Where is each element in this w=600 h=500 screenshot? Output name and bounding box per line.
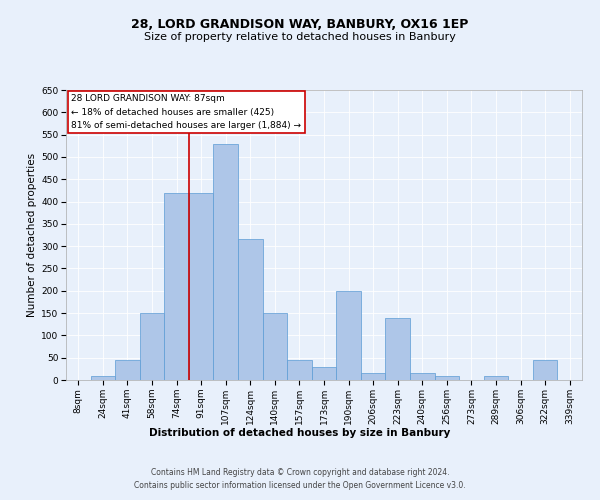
Bar (140, 313, 164, 380)
Bar (361, 374, 385, 380)
Text: Distribution of detached houses by size in Banbury: Distribution of detached houses by size … (149, 428, 451, 438)
Bar (385, 318, 410, 380)
Bar (115, 360, 140, 380)
Bar (287, 360, 312, 380)
Bar (189, 192, 214, 380)
Bar (214, 144, 238, 380)
Bar (484, 376, 508, 380)
Bar (164, 192, 189, 380)
Bar (263, 313, 287, 380)
Text: 28 LORD GRANDISON WAY: 87sqm
← 18% of detached houses are smaller (425)
81% of s: 28 LORD GRANDISON WAY: 87sqm ← 18% of de… (71, 94, 301, 130)
Text: Contains HM Land Registry data © Crown copyright and database right 2024.: Contains HM Land Registry data © Crown c… (151, 468, 449, 477)
Text: Contains public sector information licensed under the Open Government Licence v3: Contains public sector information licen… (134, 482, 466, 490)
Bar (434, 376, 459, 380)
Y-axis label: Number of detached properties: Number of detached properties (27, 153, 37, 317)
Text: 28, LORD GRANDISON WAY, BANBURY, OX16 1EP: 28, LORD GRANDISON WAY, BANBURY, OX16 1E… (131, 18, 469, 30)
Bar (336, 291, 361, 380)
Text: Size of property relative to detached houses in Banbury: Size of property relative to detached ho… (144, 32, 456, 42)
Bar (312, 366, 336, 380)
Bar (410, 374, 434, 380)
Bar (238, 240, 263, 380)
Bar (533, 360, 557, 380)
Bar (91, 376, 115, 380)
